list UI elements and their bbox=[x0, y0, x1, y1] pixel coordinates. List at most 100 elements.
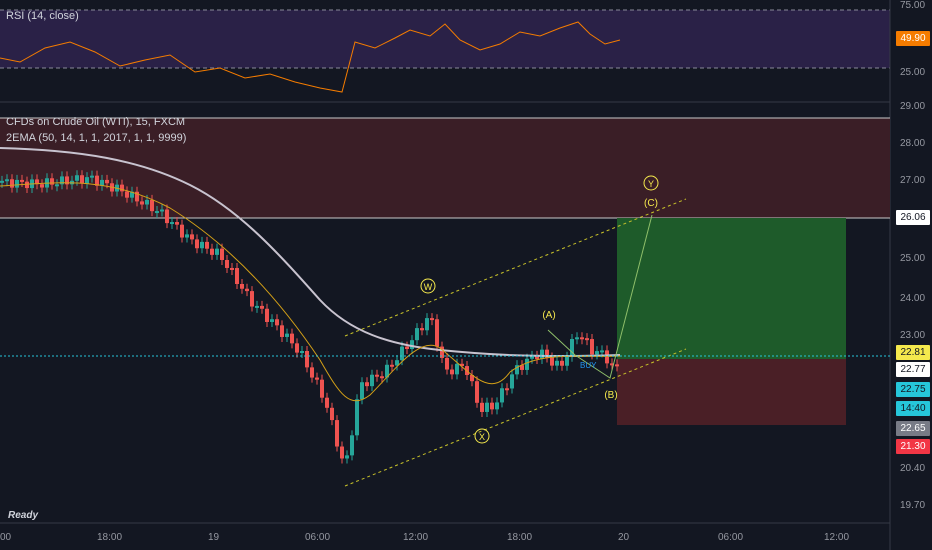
buy-label: BUY bbox=[580, 361, 597, 370]
candle bbox=[245, 288, 249, 292]
candle bbox=[405, 346, 409, 350]
candle bbox=[20, 179, 24, 182]
candle bbox=[145, 199, 149, 205]
price-axis-tick: 29.00 bbox=[900, 101, 926, 112]
candle bbox=[480, 402, 484, 412]
candle bbox=[470, 374, 474, 382]
price-axis-tick: 27.00 bbox=[900, 175, 926, 186]
ema-fast-line bbox=[0, 182, 623, 402]
rsi-indicator-label[interactable]: RSI (14, close) bbox=[6, 10, 79, 22]
candle bbox=[550, 357, 554, 366]
candle bbox=[510, 374, 514, 389]
candle bbox=[65, 176, 69, 185]
candle bbox=[445, 357, 449, 370]
candle bbox=[590, 339, 594, 355]
candle bbox=[230, 267, 234, 270]
time-tick: 00 bbox=[0, 532, 12, 543]
candle bbox=[585, 338, 589, 341]
candle bbox=[600, 350, 604, 353]
candle bbox=[505, 388, 509, 391]
candle bbox=[615, 364, 619, 367]
candle bbox=[90, 175, 94, 178]
candle bbox=[100, 179, 104, 186]
candle bbox=[355, 399, 359, 436]
candle bbox=[420, 328, 424, 331]
candle bbox=[290, 333, 294, 344]
candle bbox=[130, 191, 134, 198]
candle bbox=[340, 446, 344, 459]
candle bbox=[525, 358, 529, 370]
candle bbox=[425, 318, 429, 331]
ema-indicator-label[interactable]: 2EMA (50, 14, 1, 1, 2017, 1, 1, 9999) bbox=[6, 132, 187, 144]
candle bbox=[560, 360, 564, 366]
candle bbox=[345, 455, 349, 459]
candle bbox=[235, 268, 239, 285]
candle bbox=[390, 364, 394, 367]
candle bbox=[530, 355, 534, 359]
channel-upper-line bbox=[344, 198, 687, 337]
wave-label: X bbox=[479, 432, 485, 442]
wave-marker bbox=[474, 428, 490, 444]
candle bbox=[380, 376, 384, 379]
candle bbox=[220, 248, 224, 260]
symbol-label[interactable]: CFDs on Crude Oil (WTI), 15, FXCM bbox=[6, 116, 186, 128]
candle bbox=[565, 356, 569, 366]
candle bbox=[315, 377, 319, 380]
candle bbox=[80, 175, 84, 184]
rsi-axis-tick: 25.00 bbox=[900, 67, 926, 78]
candle bbox=[410, 340, 414, 350]
price-badge: 22.65 bbox=[896, 421, 930, 436]
candle bbox=[35, 179, 39, 185]
candle bbox=[50, 178, 54, 185]
rsi-line bbox=[0, 21, 621, 93]
candle bbox=[285, 333, 289, 337]
candle bbox=[435, 319, 439, 347]
candle bbox=[605, 350, 609, 364]
candle bbox=[500, 388, 504, 403]
candle bbox=[520, 365, 524, 370]
candle bbox=[85, 177, 89, 184]
candle bbox=[240, 284, 244, 289]
candle bbox=[440, 346, 444, 358]
candle bbox=[415, 328, 419, 341]
candle bbox=[185, 234, 189, 238]
candle bbox=[55, 184, 59, 187]
wave-label: (C) bbox=[644, 198, 658, 209]
price-axis-tick: 28.00 bbox=[900, 138, 926, 149]
candle bbox=[515, 365, 519, 375]
candle bbox=[5, 179, 9, 182]
candle bbox=[475, 381, 479, 403]
target-price-badge: 26.06 bbox=[896, 210, 930, 225]
candle bbox=[365, 382, 369, 387]
candle bbox=[490, 402, 494, 410]
candle bbox=[545, 349, 549, 358]
candle bbox=[330, 407, 334, 421]
time-tick: 19 bbox=[208, 532, 220, 543]
wave-label: (A) bbox=[542, 310, 555, 321]
candle bbox=[215, 248, 219, 255]
candle bbox=[60, 176, 64, 185]
candle bbox=[205, 241, 209, 249]
candle bbox=[335, 420, 339, 447]
candle bbox=[190, 234, 194, 240]
candle bbox=[95, 175, 99, 186]
candle bbox=[265, 308, 269, 322]
candle bbox=[165, 209, 169, 224]
candle bbox=[40, 184, 44, 188]
wave-label: (B) bbox=[604, 390, 617, 401]
candle bbox=[575, 337, 579, 340]
candle bbox=[200, 241, 204, 249]
stop-zone bbox=[617, 359, 846, 425]
candle bbox=[195, 239, 199, 249]
candle bbox=[580, 337, 584, 340]
channel-lower-line bbox=[344, 348, 687, 487]
rsi-band bbox=[0, 10, 890, 68]
current-price-badge: 22.81 bbox=[896, 345, 930, 360]
candle bbox=[140, 201, 144, 205]
candle bbox=[535, 355, 539, 359]
candle bbox=[570, 339, 574, 357]
status-text: Ready bbox=[8, 510, 39, 521]
time-tick: 12:00 bbox=[824, 532, 850, 543]
